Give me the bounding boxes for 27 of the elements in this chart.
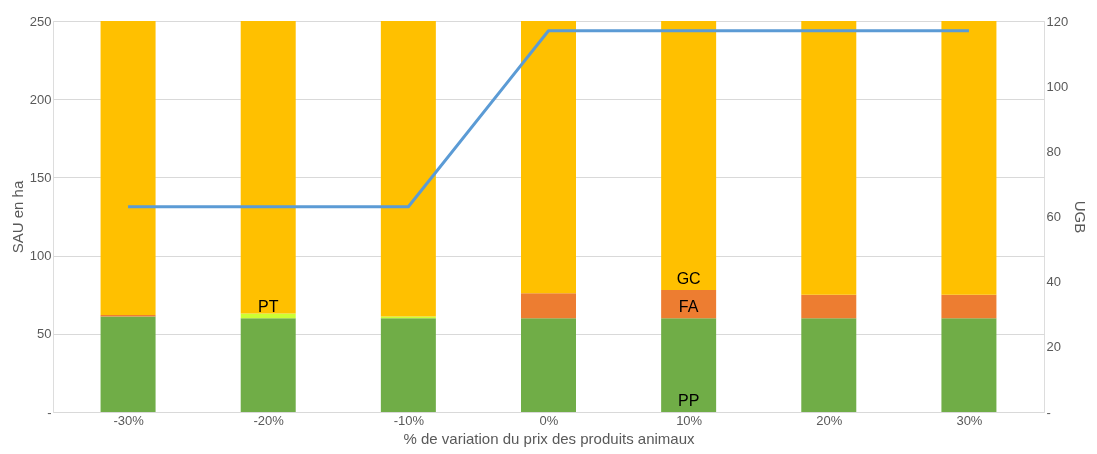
x-tick-label: -30% [113,412,145,428]
annotation: PP [677,392,700,409]
y-tick-label: - [47,404,52,420]
y2-axis-title: UGB [1072,200,1090,234]
y2-tick-label: 20 [1046,339,1061,355]
y-tick-label: 50 [37,326,52,342]
y-tick-label: 150 [29,169,52,185]
x-tick-label: -20% [253,412,285,428]
x-axis-title: % de variation du prix des produits animaux [403,429,695,447]
annotation: GC [676,270,701,288]
y-tick-label: 200 [29,91,52,107]
x-tick-label: 10% [676,412,703,428]
y2-tick-label: 60 [1046,209,1061,224]
y2-tick-label: 40 [1046,274,1061,290]
x-tick-label: 0% [539,412,559,428]
y2-tick-label: 120 [1046,13,1069,29]
y2-tick-label: - [1046,404,1051,420]
y-tick-label: 250 [29,13,52,29]
y2-tick-label: 100 [1046,78,1069,94]
y-tick-label: 100 [29,248,52,264]
y2-tick-label: 80 [1046,143,1061,159]
x-tick-label: -10% [393,412,425,428]
x-tick-label: 30% [956,412,983,428]
annotation: PT [257,298,279,316]
y-axis-title: SAU en ha [8,180,26,254]
x-tick-label: 20% [816,412,843,428]
annotation: FA [678,298,699,316]
